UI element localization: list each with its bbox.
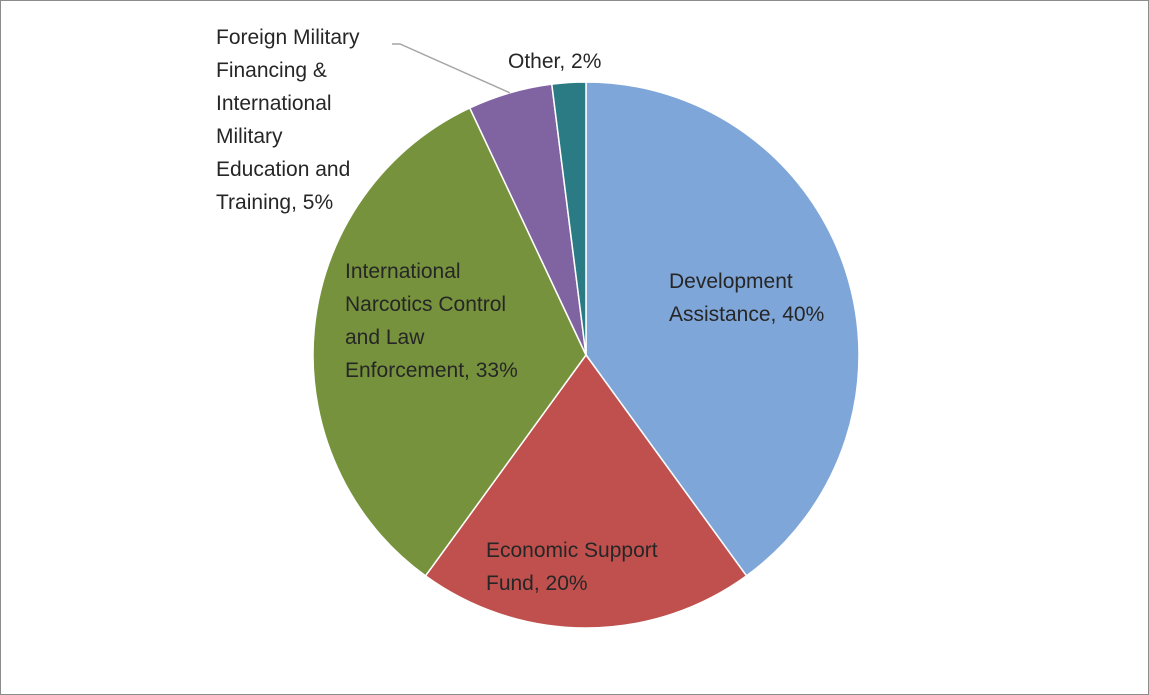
- slice-label-international-narcotics: International Narcotics Control and Law …: [345, 260, 518, 382]
- slice-labels: Development Assistance, 40% Economic Sup…: [216, 26, 824, 595]
- slice-label-foreign-military-financing: Foreign Military Financing & Internation…: [216, 26, 365, 214]
- leader-line-foreign-military-financing: [392, 43, 511, 94]
- pie-slice-economic-support-fund: [424, 353, 748, 629]
- pie-slice-international-narcotics-control-and-law-enforcement: [312, 106, 587, 577]
- slice-label-other: Other, 2%: [508, 50, 601, 73]
- slice-label-development-assistance: Development Assistance, 40%: [669, 270, 824, 326]
- pie-slice-other: [550, 81, 587, 356]
- slice-label-economic-support-fund: Economic Support Fund, 20%: [486, 539, 663, 595]
- leader-lines: [392, 43, 511, 94]
- pie-slices: [312, 81, 860, 629]
- pie-slice-development-assistance: [585, 81, 860, 577]
